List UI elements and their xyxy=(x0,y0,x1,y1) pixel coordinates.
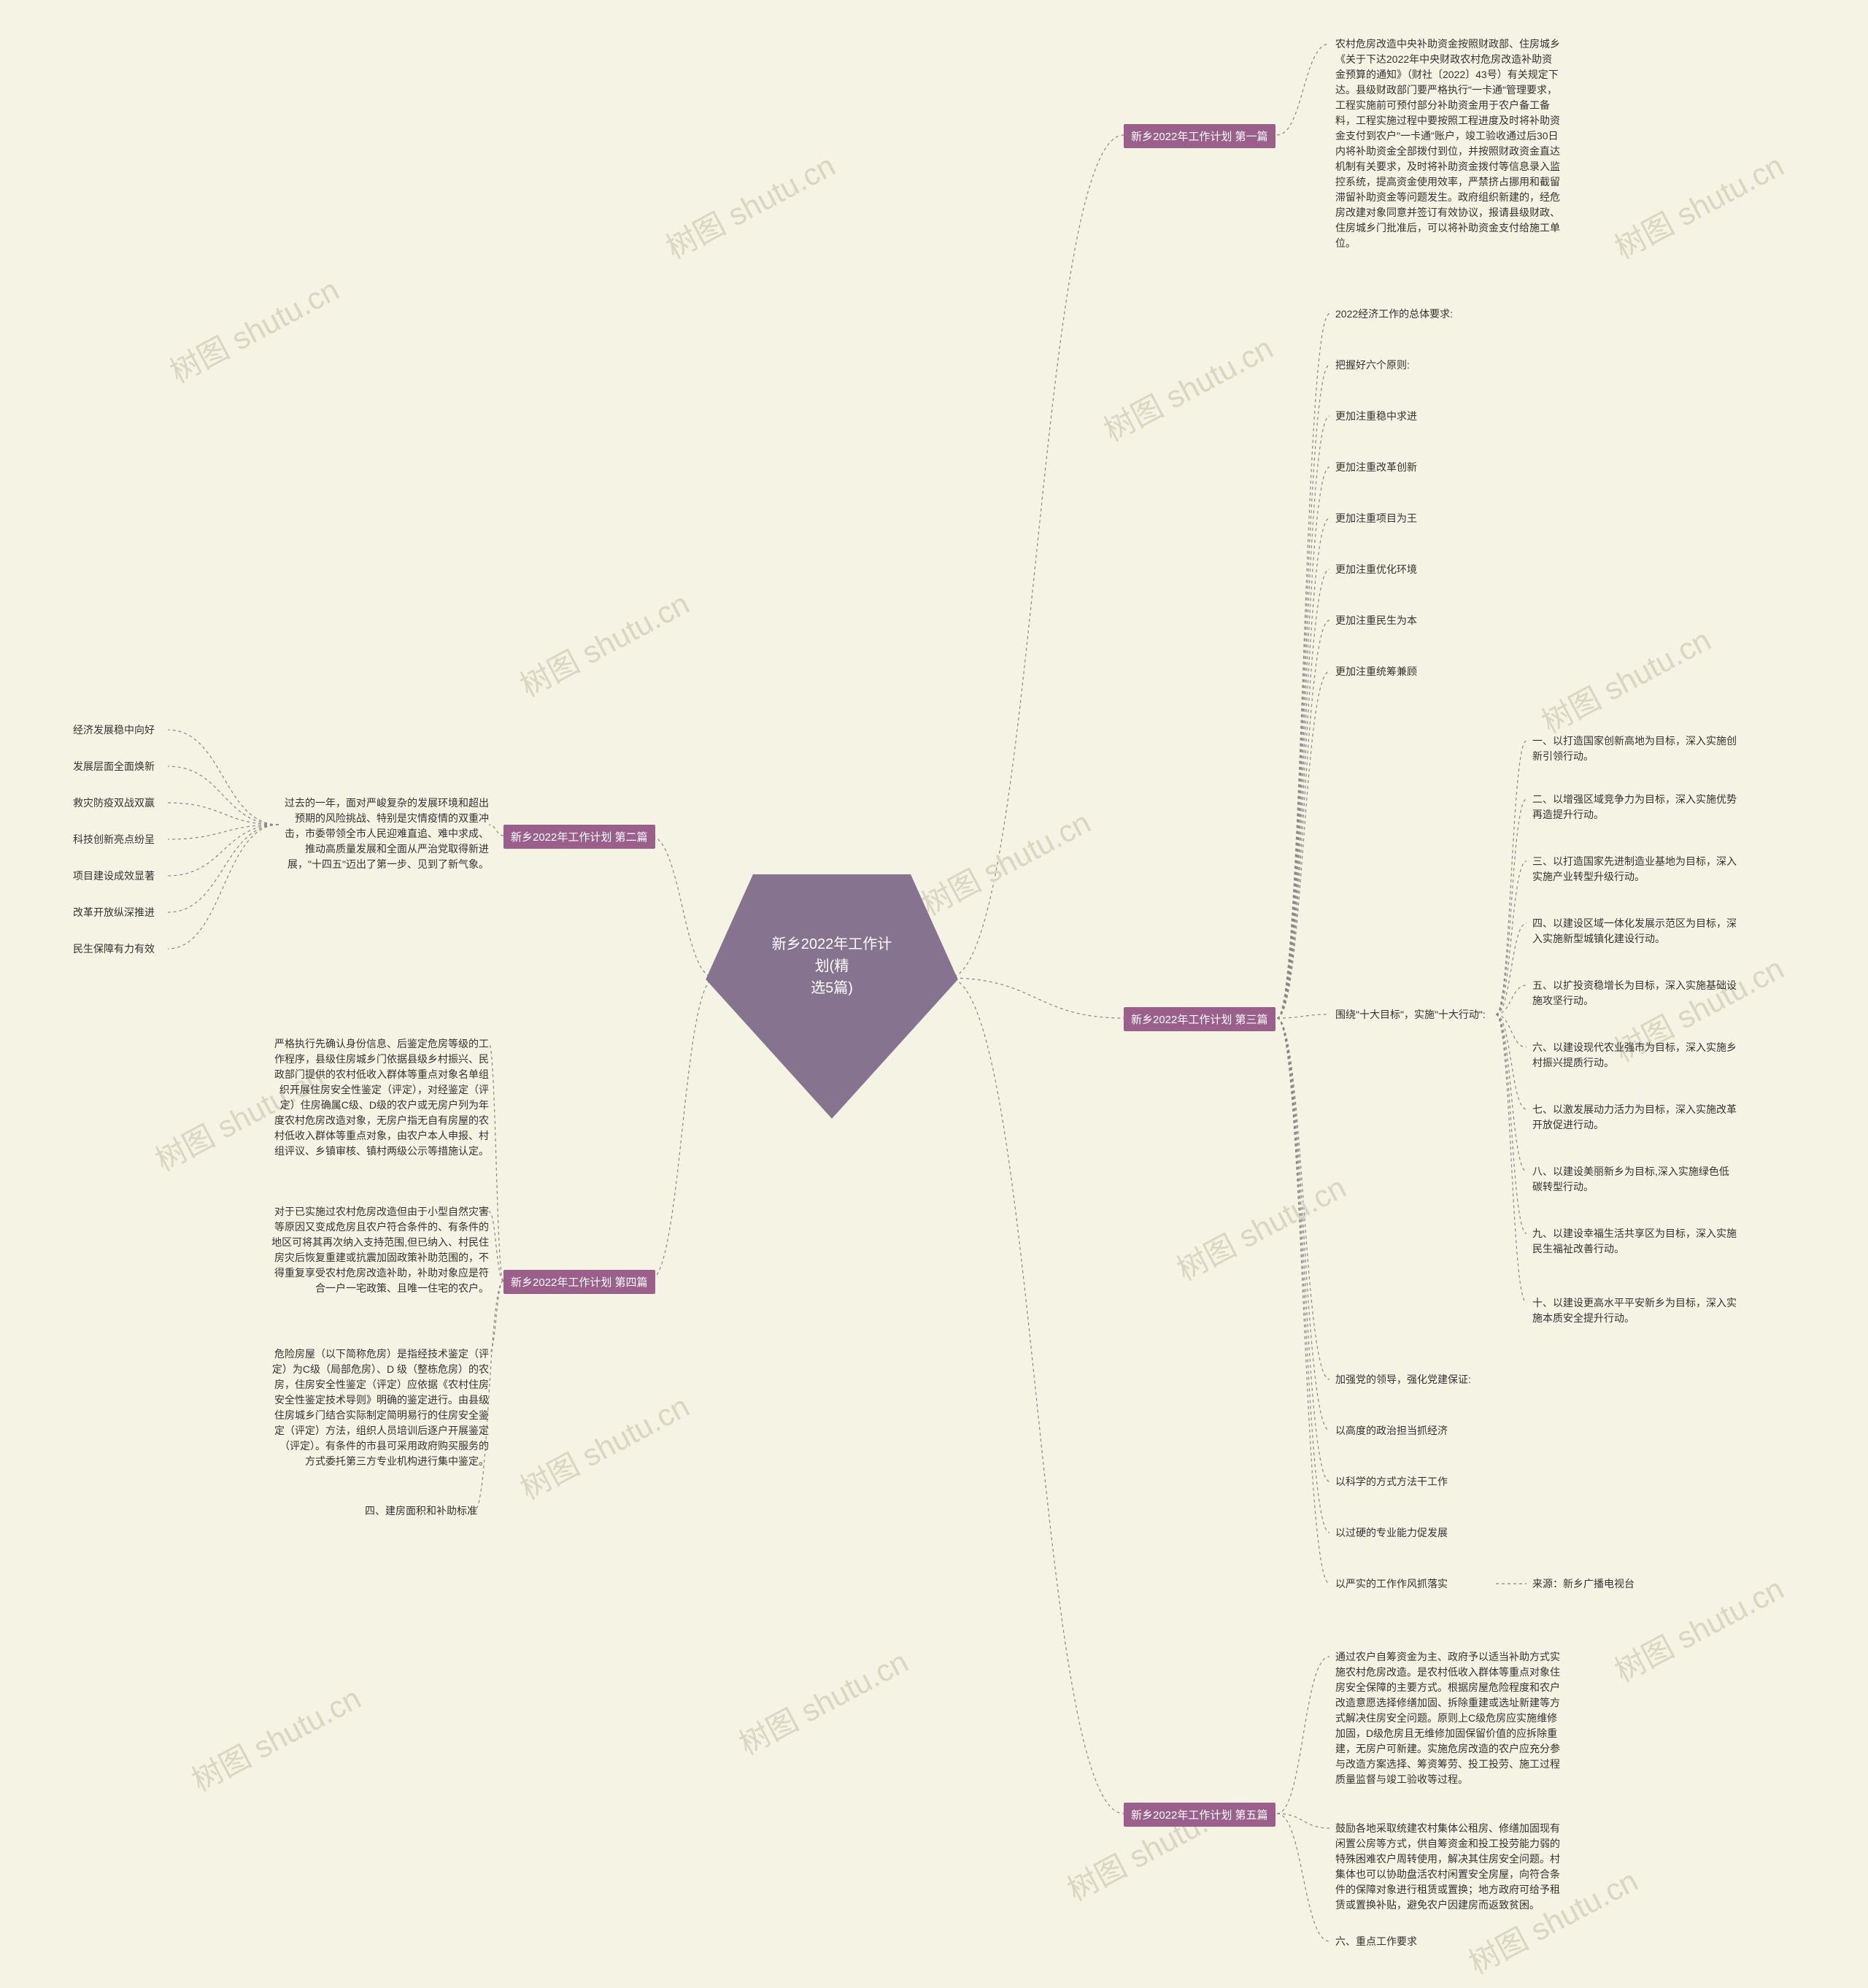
leaf-node: 一、以打造国家创新高地为目标，深入实施创新引领行动。 xyxy=(1532,733,1737,764)
leaf-node: 四、以建设区域一体化发展示范区为目标，深入实施新型城镇化建设行动。 xyxy=(1532,916,1737,947)
leaf-node: 八、以建设美丽新乡为目标,深入实施绿色低碳转型行动。 xyxy=(1532,1164,1737,1195)
leaf-node: 围绕"十大目标"，实施"十大行动": xyxy=(1335,1007,1486,1022)
leaf-node: 鼓励各地采取统建农村集体公租房、修缮加固现有闲置公房等方式，供自筹资金和投工投劳… xyxy=(1335,1821,1562,1913)
leaf-node: 加强党的领导，强化党建保证: xyxy=(1335,1372,1471,1387)
watermark: 树图 shutu.cn xyxy=(1168,1163,1353,1290)
watermark: 树图 shutu.cn xyxy=(1533,616,1718,742)
leaf-node: 十、以建设更高水平平安新乡为目标，深入实施本质安全提升行动。 xyxy=(1532,1295,1737,1326)
watermark: 树图 shutu.cn xyxy=(730,1638,915,1764)
leaf-node: 科技创新亮点纷呈 xyxy=(73,832,155,847)
watermark: 树图 shutu.cn xyxy=(183,1674,368,1800)
branch-tag: 新乡2022年工作计划 第一篇 xyxy=(1124,124,1275,148)
leaf-node: 过去的一年，面对严峻复杂的发展环境和超出预期的风险挑战、特别是灾情疫情的双重冲击… xyxy=(285,795,489,872)
leaf-node: 通过农户自筹资金为主、政府予以适当补助方式实施农村危房改造。是农村低收入群体等重… xyxy=(1335,1649,1562,1787)
leaf-node: 更加注重改革创新 xyxy=(1335,460,1417,475)
watermark: 树图 shutu.cn xyxy=(1606,142,1791,268)
watermark: 树图 shutu.cn xyxy=(1095,324,1280,450)
center-title: 新乡2022年工作计划(精 选5篇) xyxy=(766,933,898,999)
leaf-node: 更加注重优化环境 xyxy=(1335,562,1417,577)
watermark: 树图 shutu.cn xyxy=(512,579,696,706)
branch-tag: 新乡2022年工作计划 第二篇 xyxy=(503,825,655,849)
leaf-node: 以高度的政治担当抓经济 xyxy=(1335,1423,1448,1438)
leaf-node: 三、以打造国家先进制造业基地为目标，深入实施产业转型升级行动。 xyxy=(1532,854,1737,885)
branch-tag: 新乡2022年工作计划 第三篇 xyxy=(1124,1007,1275,1031)
leaf-node: 以过硬的专业能力促发展 xyxy=(1335,1525,1448,1541)
leaf-node: 更加注重统筹兼顾 xyxy=(1335,664,1417,679)
leaf-node: 严格执行先确认身份信息、后鉴定危房等级的工作程序，县级住房城乡门依据县级乡村振兴… xyxy=(270,1036,489,1159)
leaf-node: 危险房屋（以下简称危房）是指经技术鉴定（评定）为C级（局部危房）、D 级（整栋危… xyxy=(270,1346,489,1469)
mindmap-canvas: 树图 shutu.cn 树图 shutu.cn 树图 shutu.cn 树图 shut… xyxy=(0,0,1868,1988)
leaf-node: 发展层面全面焕新 xyxy=(73,759,155,774)
leaf-node: 经济发展稳中向好 xyxy=(73,723,155,738)
center-node: 新乡2022年工作计划(精 选5篇) xyxy=(700,861,963,1124)
watermark: 树图 shutu.cn xyxy=(512,1382,696,1509)
leaf-node: 以科学的方式方法干工作 xyxy=(1335,1474,1448,1490)
leaf-node: 更加注重稳中求进 xyxy=(1335,409,1417,424)
leaf-node: 把握好六个原则: xyxy=(1335,358,1410,373)
leaf-node: 对于已实施过农村危房改造但由于小型自然灾害等原因又变成危房且农户符合条件的、有条… xyxy=(270,1204,489,1296)
leaf-node: 以严实的工作作风抓落实 xyxy=(1335,1576,1448,1592)
leaf-node: 五、以扩投资稳增长为目标，深入实施基础设施攻坚行动。 xyxy=(1532,978,1737,1009)
leaf-node: 七、以激发展动力活力为目标，深入实施改革开放促进行动。 xyxy=(1532,1102,1737,1133)
leaf-node: 2022经济工作的总体要求: xyxy=(1335,307,1453,322)
leaf-node: 项目建设成效显著 xyxy=(73,868,155,884)
leaf-node: 更加注重民生为本 xyxy=(1335,613,1417,628)
leaf-node: 四、建房面积和补助标准 xyxy=(365,1503,477,1519)
leaf-node: 来源：新乡广播电视台 xyxy=(1532,1576,1634,1592)
watermark: 树图 shutu.cn xyxy=(657,142,842,268)
leaf-node: 救灾防疫双战双赢 xyxy=(73,795,155,811)
leaf-node: 九、以建设幸福生活共享区为目标，深入实施民生福祉改善行动。 xyxy=(1532,1226,1737,1257)
branch-tag: 新乡2022年工作计划 第四篇 xyxy=(503,1270,655,1294)
branch-tag: 新乡2022年工作计划 第五篇 xyxy=(1124,1803,1275,1827)
leaf-node: 二、以增强区域竞争力为目标，深入实施优势再造提升行动。 xyxy=(1532,792,1737,822)
leaf-node: 更加注重项目为王 xyxy=(1335,511,1417,526)
leaf-node: 六、以建设现代农业强市为目标，深入实施乡村振兴提质行动。 xyxy=(1532,1040,1737,1071)
leaf-node: 农村危房改造中央补助资金按照财政部、住房城乡《关于下达2022年中央财政农村危房… xyxy=(1335,36,1562,251)
watermark: 树图 shutu.cn xyxy=(161,266,346,392)
leaf-node: 民生保障有力有效 xyxy=(73,941,155,957)
leaf-node: 改革开放纵深推进 xyxy=(73,905,155,920)
leaf-node: 六、重点工作要求 xyxy=(1335,1934,1417,1949)
